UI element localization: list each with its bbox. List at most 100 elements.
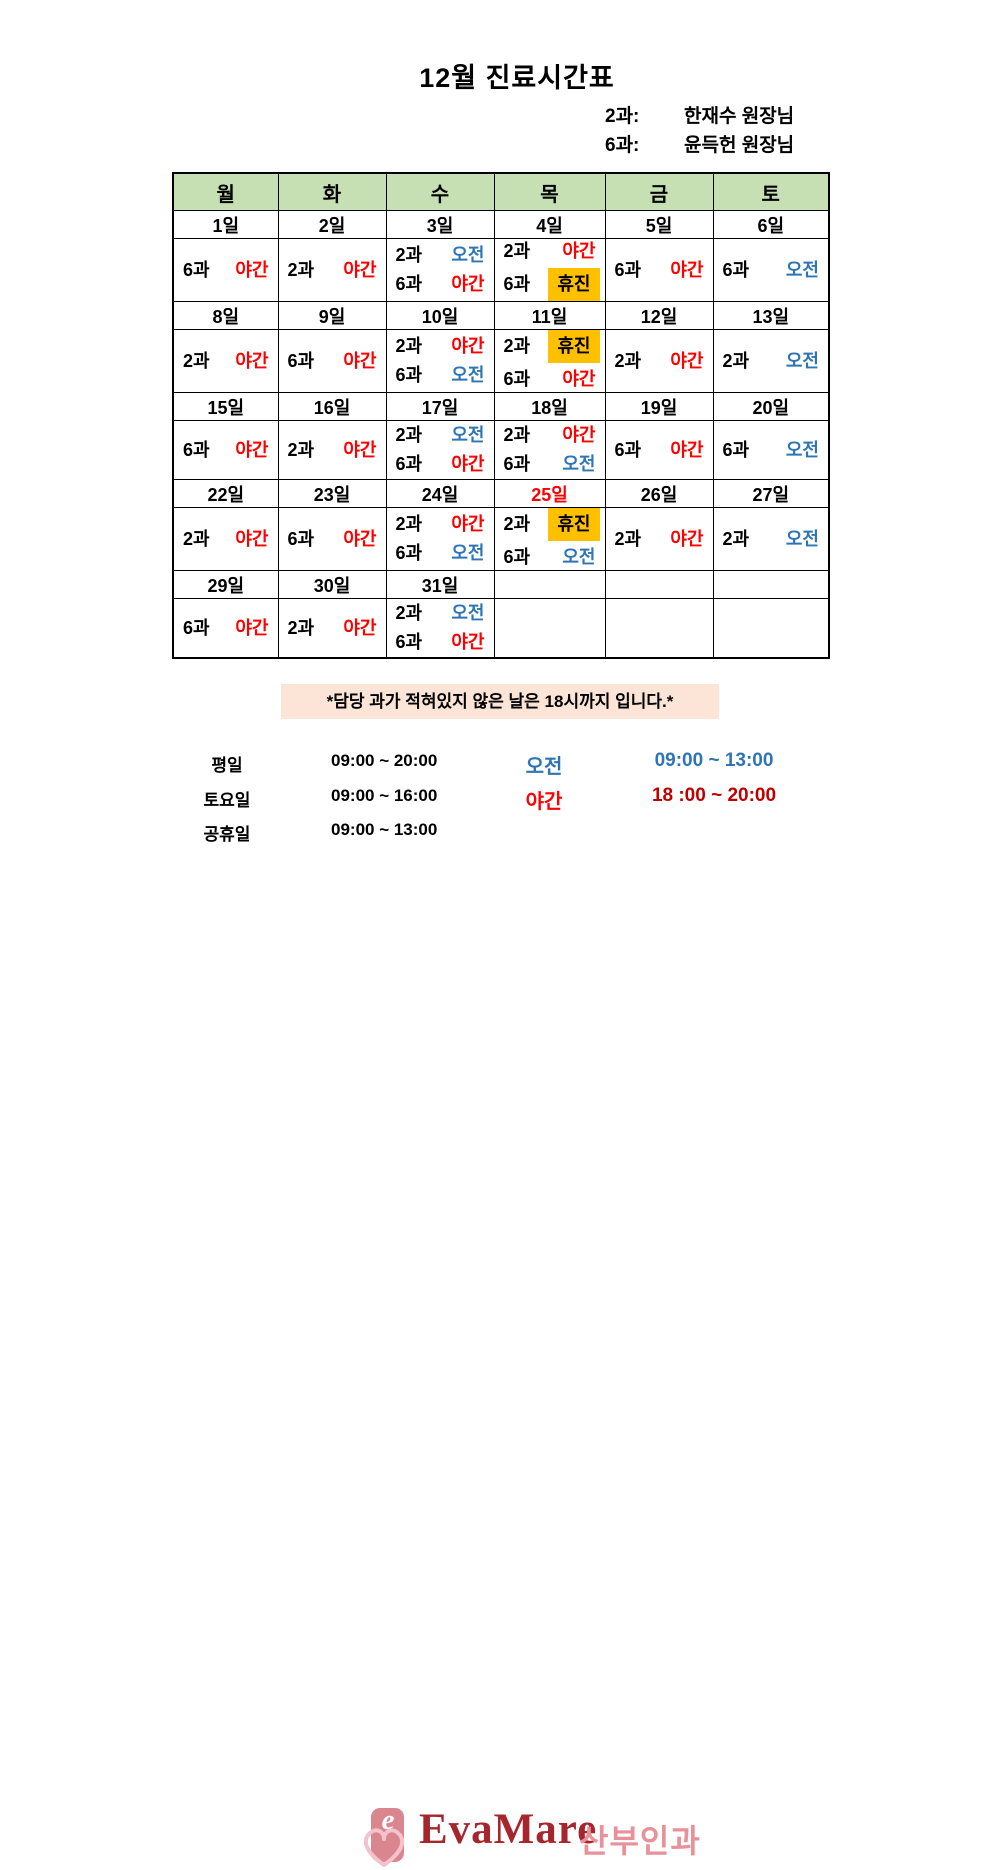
shift-label: 오전 [451,365,485,385]
shift-label: 오전 [562,547,596,567]
schedule-cell: 6과 야간 [277,329,387,393]
schedule-cell-inner: 2과 오전 6과 야간 [387,599,494,657]
date-cell: 5일 [604,210,714,239]
dept-label: 2과 [183,528,210,549]
legend-row: 6과: 윤득헌 원장님 [605,129,794,158]
dept-label: 6과 [395,274,423,294]
schedule-cell: 2과 휴진 6과 오전 [493,507,606,571]
shift-label: 야간 [343,259,377,280]
hours-shift-label: 야간 [525,791,563,813]
schedule-cell-inner: 2과 오전 [714,508,829,570]
date-cell: 26일 [604,479,714,508]
dept-label: 2과 [395,603,423,623]
schedule-entry: 6과 오전 [396,363,485,388]
schedule-cell-inner [714,599,829,657]
date-cell: 13일 [712,301,830,330]
dept-label: 2과 [395,336,423,356]
date-cell: 27일 [712,479,830,508]
schedule-row: 6과 야간 2과 야간 2과 오전 6과 야간 2과 야간 6과 오전 6과 야간 6과 오전 [172,420,830,480]
schedule-cell-inner: 2과 야간 6과 휴진 [495,239,605,301]
dept-label: 6과 [503,274,531,294]
hours-day-time: 09:00 ~ 20:00 [331,751,438,770]
schedule-cell-inner: 2과 야간 6과 오전 [495,421,605,479]
dept-label: 2과 [395,425,423,445]
date-cell: 24일 [385,479,495,508]
shift-label: 야간 [451,336,485,356]
schedule-entry: 6과 야간 [615,258,704,283]
date-cell: 4일 [493,210,606,239]
date-cell: 22일 [172,479,279,508]
schedule-cell: 6과 야간 [172,238,279,302]
legend-dept-label: 2과: [605,106,640,127]
schedule-cell: 6과 야간 [604,420,714,480]
schedule-cell-inner: 6과 야간 [606,421,713,479]
hours-shift-label: 오전 [525,756,563,778]
date-cell: 17일 [385,392,495,421]
schedule-entry: 2과 야간 [288,258,377,283]
schedule-cell: 2과 오전 6과 야간 [385,238,495,302]
schedule-entry: 6과 야간 [288,527,377,552]
schedule-entry: 2과 야간 [288,438,377,463]
schedule-cell-inner [606,599,713,657]
schedule-entry: 6과 오전 [396,541,485,566]
date-cell: 3일 [385,210,495,239]
shift-label: 야간 [451,632,485,652]
dept-label: 6과 [614,259,642,280]
shift-label: 오전 [451,543,485,563]
schedule-cell: 2과 야간 [604,329,714,393]
dept-label: 2과 [287,617,315,638]
shift-label: 야간 [670,439,704,460]
schedule-cell-inner: 2과 야간 [174,330,278,392]
date-cell [712,570,830,599]
schedule-cell-inner: 6과 야간 [174,599,278,657]
weekday-header-cell: 월 [172,172,279,211]
schedule-entry: 6과 야간 [183,258,269,283]
shift-label: 야간 [235,617,269,638]
schedule-cell: 2과 오전 6과 야간 [385,598,495,659]
schedule-cell-inner: 6과 야간 [174,421,278,479]
schedule-cell-inner: 2과 야간 [279,421,386,479]
date-cell: 31일 [385,570,495,599]
date-cell [493,570,606,599]
schedule-cell: 6과 오전 [712,238,830,302]
schedule-entry: 2과 야간 [615,527,704,552]
weekday-header-cell: 토 [712,172,830,211]
date-cell: 12일 [604,301,714,330]
hours-day-time: 09:00 ~ 13:00 [331,820,438,839]
schedule-entry: 2과 야간 [288,616,377,641]
schedule-cell-inner: 2과 오전 [714,330,829,392]
logo-name: EvaMare [419,1806,598,1853]
schedule-cell-inner: 6과 오전 [714,421,829,479]
date-cell: 11일 [493,301,606,330]
schedule-cell: 6과 야간 [604,238,714,302]
hours-shift-time: 09:00 ~ 13:00 [654,750,774,771]
schedule-entry: 2과 오전 [723,349,820,374]
shift-label: 야간 [670,350,704,371]
dept-label: 2과 [722,350,750,371]
legend-row: 2과: 한재수 원장님 [605,100,794,129]
heart-icon [363,1828,405,1867]
schedule-entry: 6과 야간 [183,616,269,641]
shift-label: 오전 [451,425,485,445]
date-row: 29일 30일 31일 [172,570,830,599]
dept-label: 2과 [287,439,315,460]
schedule-cell-inner: 2과 야간 6과 오전 [387,330,494,392]
dept-label: 6과 [183,259,210,280]
dept-label: 6과 [287,528,315,549]
note-banner: *담당 과가 적혀있지 않은 날은 18시까지 입니다.* [281,684,719,719]
dept-label: 6과 [395,632,423,652]
shift-label: 야간 [451,514,485,534]
date-cell: 30일 [277,570,387,599]
schedule-entry: 2과 야간 [504,239,596,264]
shift-label: 야간 [343,439,377,460]
schedule-entry: 2과 야간 [396,334,485,359]
schedule-cell: 2과 야간 [277,598,387,659]
dept-label: 2과 [503,241,531,261]
dept-label: 6과 [395,543,423,563]
shift-label: 야간 [235,439,269,460]
date-cell: 10일 [385,301,495,330]
dept-label: 2과 [395,245,423,265]
schedule-cell: 2과 야간 6과 휴진 [493,238,606,302]
schedule-cell-inner: 2과 야간 [279,239,386,301]
